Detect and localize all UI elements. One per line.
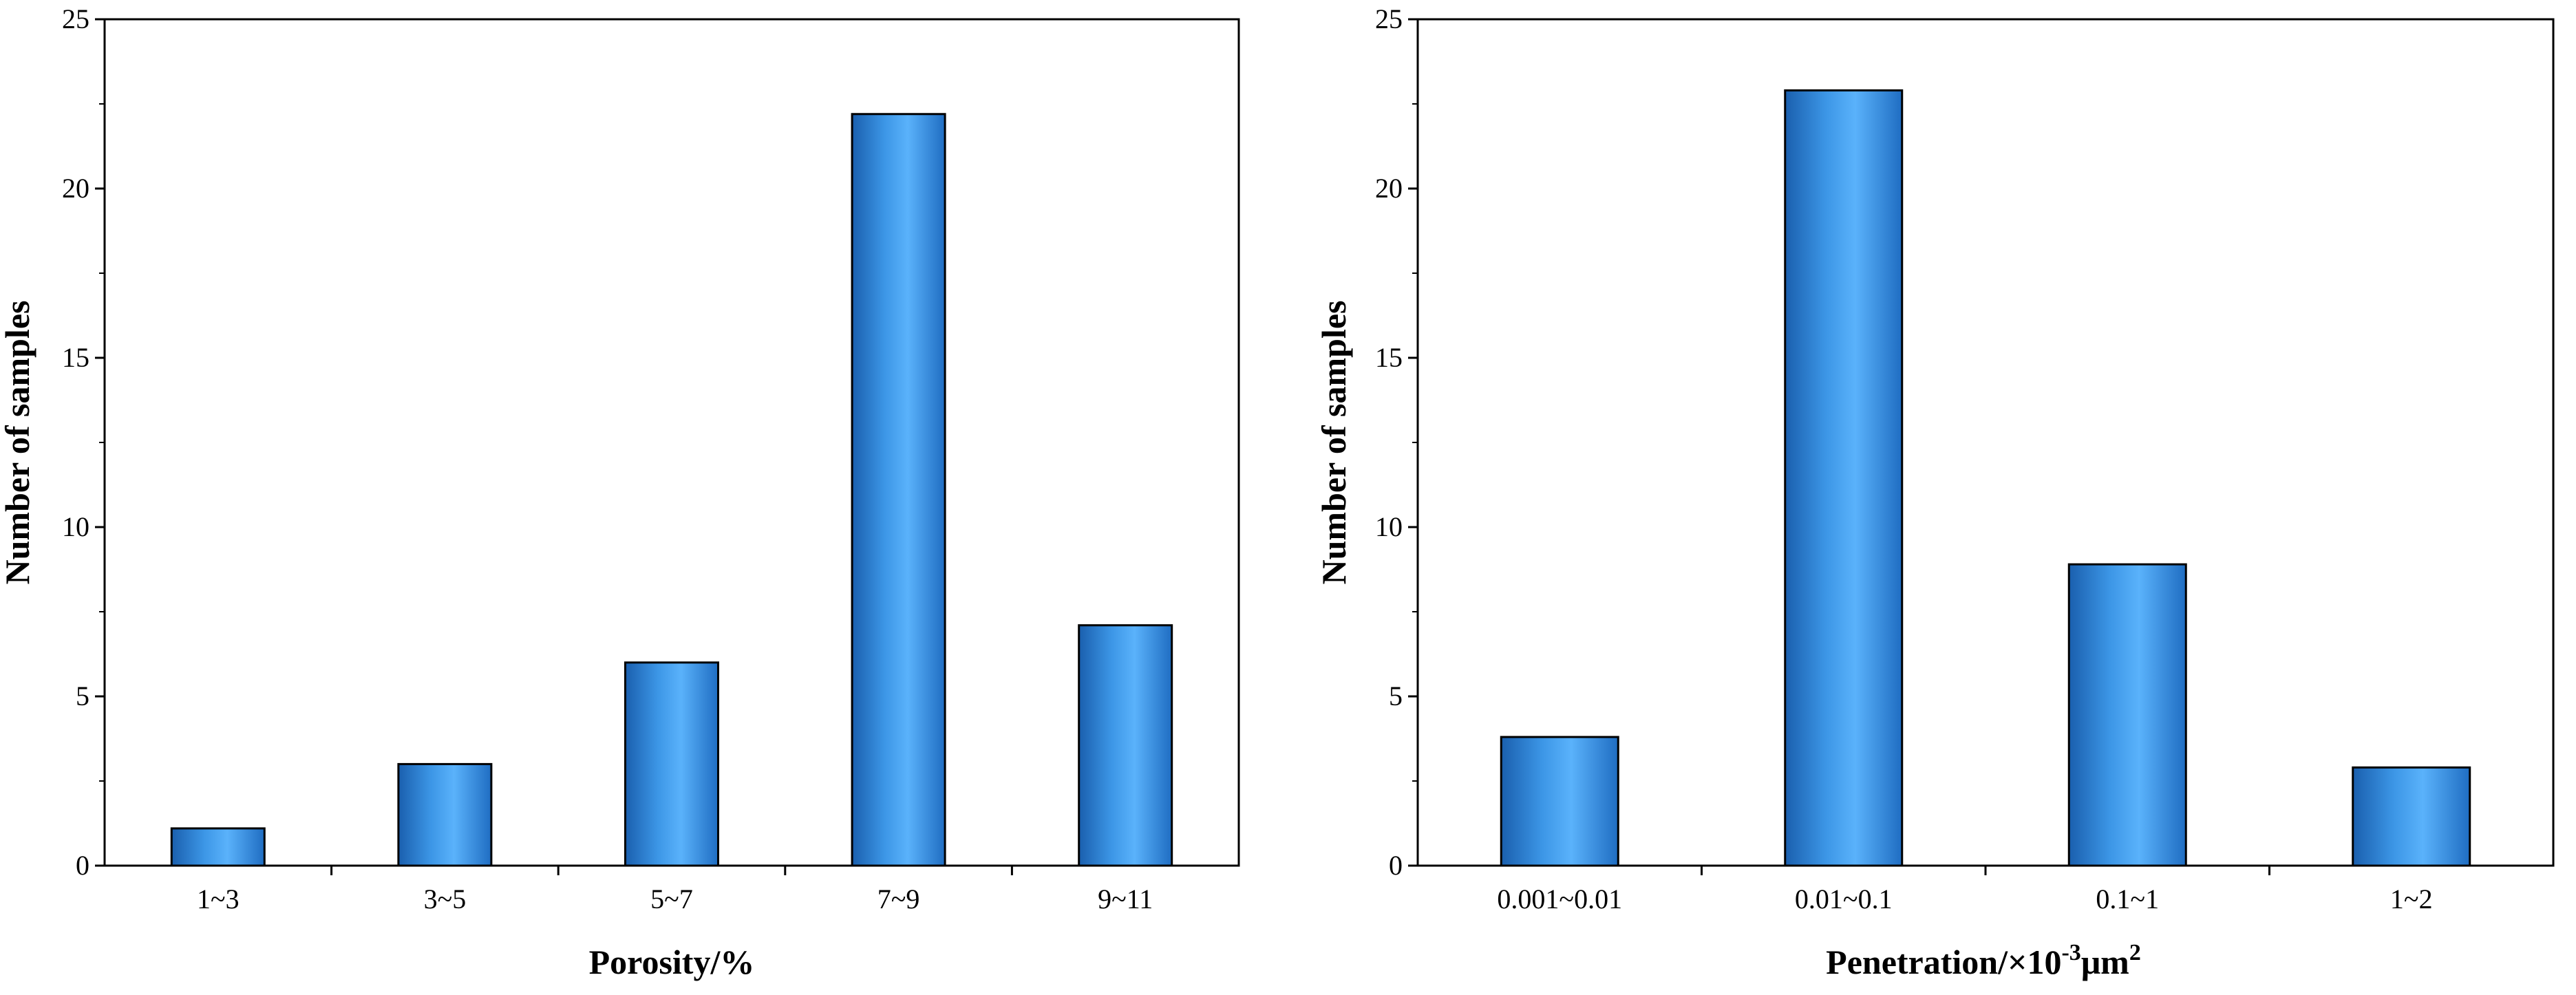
x-tick-label: 3~5	[424, 884, 467, 914]
x-tick-label: 1~3	[197, 884, 239, 914]
x-tick-label: 1~2	[2390, 884, 2433, 914]
y-axis: 0 5 10 15 20 25	[1375, 3, 1418, 881]
x-tick-label: 0.001~0.01	[1497, 884, 1622, 914]
y-tick-label: 15	[1375, 342, 1403, 373]
y-tick-label: 20	[1375, 173, 1403, 204]
y-tick-label: 0	[76, 850, 89, 881]
y-tick-label: 0	[1389, 850, 1403, 881]
x-axis: 1~3 3~5 5~7 7~9 9~11	[197, 866, 1153, 914]
bar	[851, 113, 946, 867]
bar	[397, 762, 493, 867]
x-tick-label: 7~9	[877, 884, 920, 914]
x-tick-label: 9~11	[1098, 884, 1153, 914]
y-tick-label: 25	[1375, 3, 1403, 34]
x-axis-title: Porosity/%	[589, 943, 755, 981]
y-tick-label: 20	[62, 173, 89, 204]
x-tick-label: 0.01~0.1	[1795, 884, 1893, 914]
y-tick-label: 10	[1375, 511, 1403, 542]
y-axis-title: Number of samples	[0, 301, 36, 585]
y-axis: 0 5 10 15 20 25	[62, 3, 105, 881]
bar	[170, 827, 266, 867]
y-tick-label: 5	[76, 681, 89, 712]
chart-panel-penetration: 0 5 10 15 20 25 0.001~0.01 0.01~0.1 0.1~1 1~2 Nu…	[1314, 3, 2555, 981]
chart-panel-porosity: 0 5 10 15 20 25 1~3 3~5 5~7 7~9 9~11 Number of sa…	[0, 3, 1240, 981]
x-axis-title-exponent: -3	[2061, 940, 2080, 965]
bar	[2067, 563, 2187, 867]
bar	[624, 661, 719, 867]
x-axis-title-unit: μm	[2081, 943, 2129, 981]
y-tick-label: 5	[1389, 681, 1403, 712]
x-axis-title: Penetration/×10-3μm2	[1826, 940, 2141, 981]
y-axis-title: Number of samples	[1314, 301, 1353, 585]
y-tick-label: 10	[62, 511, 89, 542]
bars	[1500, 89, 2471, 867]
y-tick-label: 15	[62, 342, 89, 373]
x-tick-label: 5~7	[650, 884, 693, 914]
y-tick-label: 25	[62, 3, 89, 34]
bar	[2352, 766, 2471, 867]
x-axis: 0.001~0.01 0.01~0.1 0.1~1 1~2	[1497, 866, 2433, 914]
bar	[1078, 624, 1173, 867]
bar	[1500, 736, 1619, 867]
x-axis-title-text: Penetration/×10	[1826, 943, 2061, 981]
x-tick-label: 0.1~1	[2096, 884, 2159, 914]
x-axis-title-unit-exponent: 2	[2129, 940, 2141, 965]
bar	[1784, 89, 1904, 867]
bars	[170, 113, 1173, 867]
